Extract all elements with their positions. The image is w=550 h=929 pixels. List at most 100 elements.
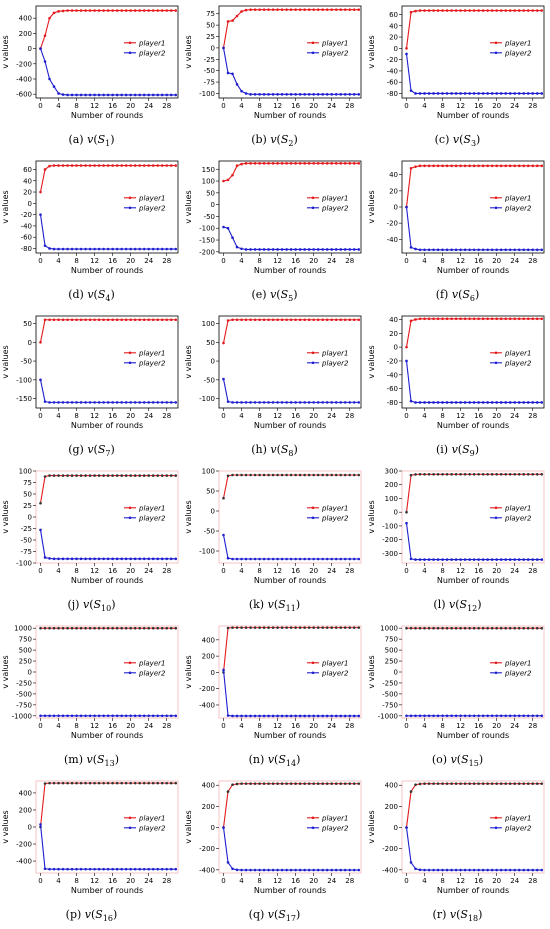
- data-point-player1: [79, 626, 83, 630]
- x-tick-label: 12: [273, 412, 282, 420]
- caption-open: (S: [456, 908, 468, 921]
- y-tick-label: 20: [389, 34, 398, 42]
- data-point-player1: [454, 782, 458, 785]
- data-point-player2: [472, 401, 476, 404]
- data-point-player1: [120, 626, 123, 630]
- data-point-player2: [472, 92, 476, 95]
- y-axis-label: v values: [1, 810, 10, 843]
- data-point-player1: [151, 164, 155, 167]
- data-point-player1: [477, 626, 480, 630]
- data-point-player1: [436, 472, 440, 476]
- data-point-player2: [357, 557, 361, 561]
- series-line-player2: [405, 53, 542, 95]
- data-point-player1: [405, 626, 408, 630]
- data-point-player1: [513, 472, 516, 476]
- legend-label-player2: player2: [138, 669, 166, 677]
- y-tick-label: 1000: [380, 625, 398, 633]
- data-point-player1: [352, 782, 356, 785]
- caption-letter: (q): [248, 908, 268, 921]
- data-point-player1: [298, 626, 302, 629]
- y-tick-label: -40: [387, 236, 398, 244]
- x-tick-label: 8: [74, 877, 78, 885]
- data-point-player1: [124, 474, 128, 477]
- y-tick-label: -1000: [378, 712, 398, 720]
- data-point-player2: [39, 823, 42, 826]
- data-point-player2: [48, 557, 51, 560]
- caption-close: ): [296, 753, 301, 766]
- data-point-player2: [88, 401, 92, 404]
- panel-caption: (h) v(S8): [183, 443, 366, 458]
- data-point-player2: [106, 867, 110, 871]
- data-point-player2: [414, 92, 417, 95]
- data-point-player2: [325, 93, 329, 96]
- data-point-player2: [405, 521, 408, 525]
- x-tick-label: 12: [90, 722, 99, 730]
- data-point-player2: [52, 867, 56, 871]
- y-tick-label: -200: [199, 845, 215, 853]
- data-point-player1: [418, 626, 422, 630]
- data-point-player2: [522, 92, 526, 95]
- data-point-player1: [316, 626, 320, 629]
- data-point-player2: [240, 868, 243, 872]
- data-point-player1: [133, 9, 137, 12]
- x-axis-label: Number of rounds: [437, 421, 509, 430]
- data-point-player2: [106, 714, 110, 718]
- data-point-player2: [61, 401, 65, 404]
- data-point-player1: [486, 9, 489, 12]
- data-point-player2: [147, 247, 150, 251]
- data-point-player1: [39, 190, 42, 194]
- x-tick-label: 8: [257, 877, 261, 885]
- data-point-player1: [307, 318, 311, 322]
- data-point-player1: [151, 474, 155, 477]
- data-point-player1: [481, 626, 485, 630]
- data-point-player1: [330, 318, 333, 322]
- data-point-player2: [165, 93, 169, 97]
- legend-marker-player1: [494, 196, 498, 200]
- data-point-player2: [330, 868, 333, 872]
- data-point-player2: [39, 378, 42, 382]
- data-point-player2: [102, 93, 105, 97]
- x-tick-label: 28: [162, 102, 171, 110]
- data-point-player2: [513, 868, 516, 872]
- data-point-player1: [84, 9, 87, 12]
- caption-letter: (e): [251, 288, 271, 301]
- data-point-player1: [495, 472, 498, 476]
- data-point-player2: [115, 93, 119, 97]
- data-point-player1: [486, 782, 489, 785]
- data-point-player1: [280, 473, 284, 477]
- x-tick-label: 28: [162, 257, 171, 265]
- data-point-player1: [472, 317, 476, 321]
- data-point-player2: [169, 247, 173, 251]
- y-tick-label: 25: [23, 502, 32, 510]
- data-point-player1: [226, 319, 230, 322]
- data-point-player1: [325, 473, 329, 477]
- data-point-player2: [303, 93, 306, 96]
- data-point-player1: [75, 781, 78, 785]
- data-point-player1: [459, 472, 462, 476]
- plot-frame: [401, 315, 545, 409]
- x-axis-label: Number of rounds: [437, 731, 509, 740]
- data-point-player1: [39, 501, 42, 505]
- data-point-player2: [267, 93, 270, 96]
- y-tick-label: 60: [23, 166, 32, 174]
- data-point-player2: [531, 248, 535, 252]
- data-point-player1: [414, 318, 417, 321]
- caption-subscript: 7: [105, 449, 111, 459]
- x-tick-label: 8: [257, 257, 261, 265]
- data-point-player1: [481, 472, 485, 476]
- y-tick-label: 50: [23, 491, 32, 499]
- x-tick-label: 0: [221, 102, 225, 110]
- data-point-player1: [499, 317, 503, 321]
- data-point-player2: [165, 247, 169, 251]
- y-tick-label: -75: [21, 548, 32, 556]
- data-point-player2: [339, 93, 343, 96]
- data-point-player2: [169, 401, 173, 404]
- data-point-player2: [445, 558, 449, 561]
- data-point-player1: [133, 318, 137, 322]
- caption-letter: (h): [251, 443, 271, 456]
- x-tick-label: 16: [291, 567, 300, 575]
- data-point-player1: [97, 318, 101, 322]
- data-point-player2: [535, 401, 539, 404]
- data-point-player1: [276, 318, 279, 322]
- data-point-player1: [307, 162, 311, 165]
